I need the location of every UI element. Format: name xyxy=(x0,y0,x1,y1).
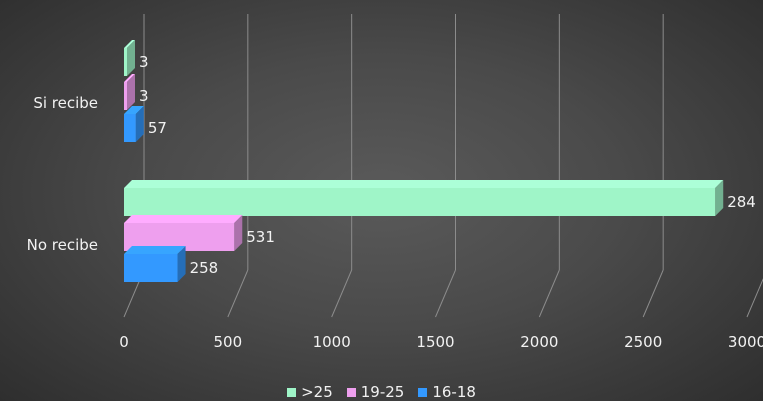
data-label: 3 xyxy=(139,53,149,71)
legend-label: >25 xyxy=(301,383,333,401)
bar-side xyxy=(135,106,144,142)
bar-front xyxy=(124,188,716,216)
gridline-floor xyxy=(435,269,456,318)
bar-side xyxy=(127,74,135,110)
data-label: 284 xyxy=(727,193,756,211)
bar-top xyxy=(124,246,186,254)
x-tick-label: 3000 xyxy=(728,333,763,351)
x-tick-label: 1000 xyxy=(313,333,351,351)
bars xyxy=(124,40,724,282)
x-tick-label: 2500 xyxy=(624,333,662,351)
legend-label: 19-25 xyxy=(360,383,405,401)
x-tick-label: 1500 xyxy=(416,333,454,351)
data-label: 3 xyxy=(139,87,149,105)
bar-side xyxy=(234,215,243,251)
gridline-floor xyxy=(331,269,353,318)
bar-front xyxy=(124,254,178,282)
bar xyxy=(124,74,135,110)
data-label: 57 xyxy=(148,119,167,137)
bar-front xyxy=(124,48,127,76)
bar xyxy=(124,215,243,251)
gridlines xyxy=(123,14,763,318)
bar xyxy=(124,106,144,142)
category-label: Si recibe xyxy=(33,94,98,112)
legend-item-16-18: 16-18 xyxy=(418,383,476,401)
category-label: No recibe xyxy=(27,236,98,254)
legend-swatch xyxy=(346,387,356,397)
bar-top xyxy=(124,180,724,188)
bar-side xyxy=(715,180,724,216)
bar-top xyxy=(124,74,135,82)
legend-swatch xyxy=(418,387,428,397)
bar xyxy=(124,246,186,282)
legend-item-19-25: 19-25 xyxy=(346,383,405,401)
bar xyxy=(124,40,135,76)
gridline-floor xyxy=(642,269,664,318)
bar xyxy=(124,180,724,216)
legend-item-over-25: >25 xyxy=(287,383,333,401)
legend-swatch xyxy=(287,387,297,397)
bar-front xyxy=(124,82,127,110)
gridline-floor xyxy=(746,278,763,318)
gridline-floor xyxy=(538,269,560,318)
bar-top xyxy=(124,106,144,114)
category-labels: Si recibe No recibe xyxy=(27,94,98,254)
data-label: 258 xyxy=(190,259,219,277)
x-tick-label: 0 xyxy=(119,333,129,351)
tick-labels: 0 500 1000 1500 2000 2500 3000 xyxy=(119,333,763,351)
bar-top xyxy=(124,215,243,223)
legend: >25 19-25 16-18 xyxy=(0,383,763,401)
bar-front xyxy=(124,114,136,142)
gridline-floor xyxy=(227,269,249,318)
bar-top xyxy=(124,40,135,48)
data-label: 531 xyxy=(246,228,275,246)
bar-side xyxy=(127,40,135,76)
x-tick-label: 2000 xyxy=(520,333,558,351)
legend-label: 16-18 xyxy=(432,383,476,401)
data-labels: 3 3 57 284 531 258 xyxy=(139,53,756,277)
x-tick-label: 500 xyxy=(214,333,243,351)
bar-side xyxy=(177,246,186,282)
